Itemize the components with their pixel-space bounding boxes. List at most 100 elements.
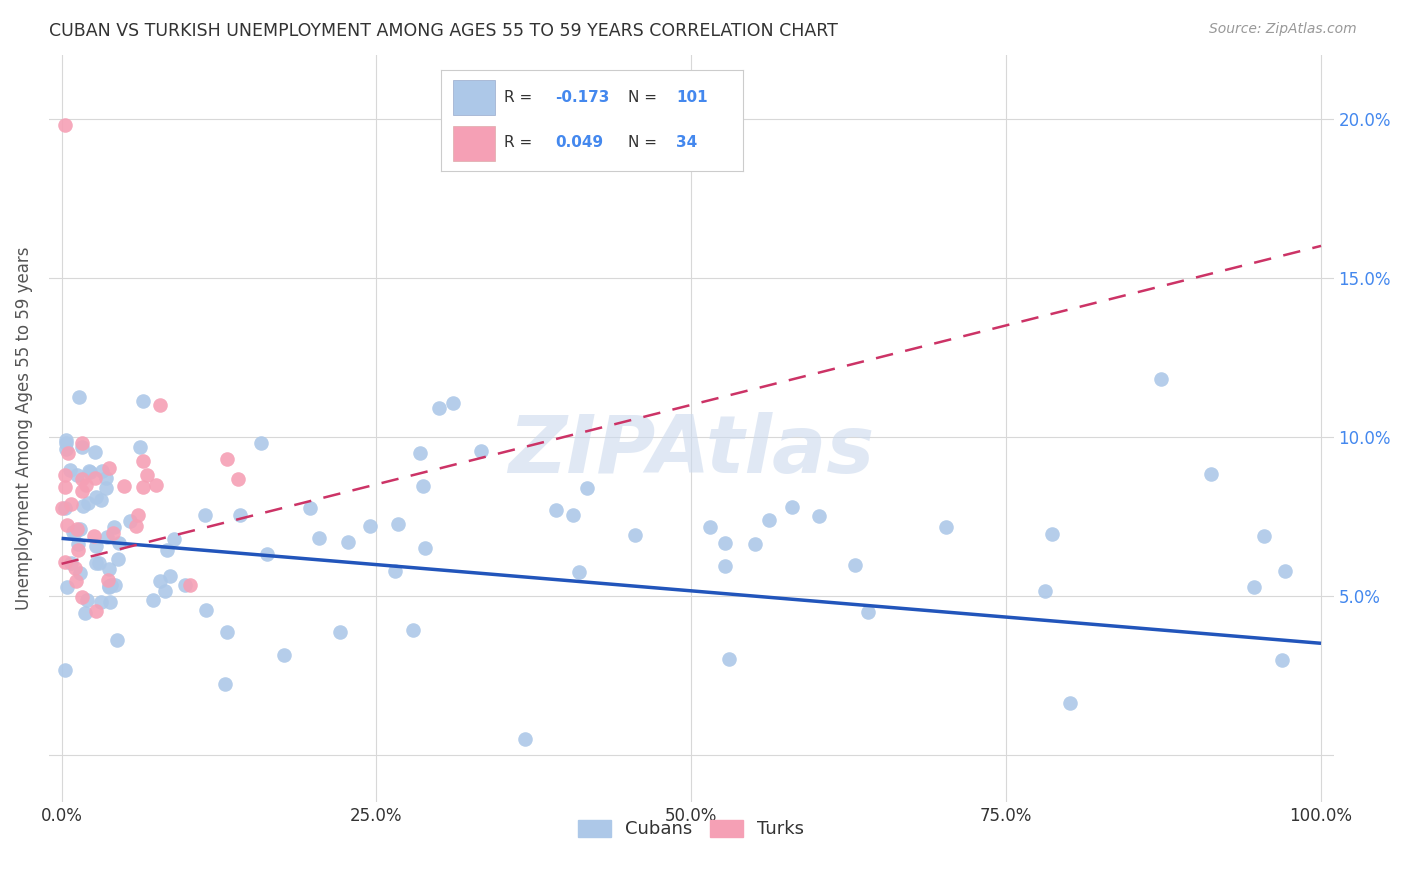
- Point: [1059, 696, 1081, 710]
- Point: [98, 595, 121, 609]
- Point: [56, 580, 79, 594]
- Point: [75, 477, 97, 491]
- Point: [87, 556, 110, 570]
- Point: [226, 472, 249, 486]
- Point: [1274, 564, 1296, 578]
- Point: [108, 535, 131, 549]
- Point: [256, 547, 278, 561]
- Point: [70, 440, 93, 454]
- Point: [1033, 584, 1056, 599]
- Point: [1253, 529, 1275, 543]
- Point: [59, 463, 82, 477]
- Point: [83, 529, 105, 543]
- Point: [250, 435, 273, 450]
- Point: [544, 502, 567, 516]
- Point: [337, 535, 360, 549]
- Point: [84, 539, 107, 553]
- Point: [387, 516, 409, 531]
- Point: [97, 461, 120, 475]
- Point: [273, 648, 295, 662]
- Point: [1040, 527, 1063, 541]
- Point: [53, 480, 76, 494]
- Point: [53, 468, 76, 483]
- Point: [308, 531, 330, 545]
- Point: [1243, 581, 1265, 595]
- Point: [60, 556, 83, 570]
- Point: [229, 508, 252, 522]
- Point: [77, 464, 100, 478]
- Point: [63, 524, 86, 539]
- Point: [359, 519, 381, 533]
- Point: [97, 579, 120, 593]
- Text: CUBAN VS TURKISH UNEMPLOYMENT AMONG AGES 55 TO 59 YEARS CORRELATION CHART: CUBAN VS TURKISH UNEMPLOYMENT AMONG AGES…: [49, 22, 838, 40]
- Point: [1201, 467, 1223, 481]
- Point: [131, 480, 153, 494]
- Point: [194, 508, 217, 522]
- Point: [56, 446, 79, 460]
- Point: [53, 500, 76, 515]
- Point: [107, 551, 129, 566]
- Point: [470, 444, 492, 458]
- Point: [105, 633, 128, 648]
- Text: Source: ZipAtlas.com: Source: ZipAtlas.com: [1209, 22, 1357, 37]
- Point: [66, 543, 89, 558]
- Point: [53, 663, 76, 677]
- Point: [96, 530, 118, 544]
- Point: [717, 652, 740, 666]
- Point: [1150, 371, 1173, 385]
- Point: [145, 477, 167, 491]
- Text: ZIPAtlas: ZIPAtlas: [508, 412, 875, 490]
- Point: [94, 481, 117, 495]
- Point: [807, 509, 830, 524]
- Point: [97, 580, 120, 594]
- Point: [72, 499, 94, 513]
- Point: [215, 452, 238, 467]
- Point: [129, 440, 152, 454]
- Point: [103, 520, 125, 534]
- Point: [935, 520, 957, 534]
- Point: [53, 555, 76, 569]
- Point: [214, 677, 236, 691]
- Point: [55, 436, 77, 450]
- Point: [83, 445, 105, 459]
- Y-axis label: Unemployment Among Ages 55 to 59 years: Unemployment Among Ages 55 to 59 years: [15, 247, 32, 610]
- Point: [132, 454, 155, 468]
- Point: [412, 479, 434, 493]
- Point: [1271, 653, 1294, 667]
- Point: [155, 583, 177, 598]
- Point: [142, 593, 165, 607]
- Point: [217, 624, 239, 639]
- Point: [329, 625, 352, 640]
- Point: [575, 482, 598, 496]
- Point: [55, 442, 77, 456]
- Point: [515, 731, 537, 746]
- Point: [79, 465, 101, 479]
- Point: [63, 561, 86, 575]
- Point: [744, 537, 766, 551]
- Point: [125, 519, 148, 533]
- Point: [55, 434, 77, 448]
- Point: [135, 468, 157, 483]
- Point: [427, 401, 450, 416]
- Point: [156, 542, 179, 557]
- Point: [69, 522, 91, 536]
- Point: [73, 607, 96, 621]
- Point: [758, 513, 780, 527]
- Point: [714, 536, 737, 550]
- Point: [66, 522, 89, 536]
- Point: [567, 565, 589, 579]
- Point: [159, 568, 181, 582]
- Point: [112, 479, 135, 493]
- Point: [384, 564, 406, 578]
- Point: [66, 467, 89, 482]
- Point: [194, 603, 217, 617]
- Point: [84, 556, 107, 570]
- Point: [70, 436, 93, 450]
- Point: [402, 623, 425, 637]
- Point: [98, 561, 121, 575]
- Point: [51, 500, 73, 515]
- Point: [72, 590, 94, 604]
- Point: [100, 578, 122, 592]
- Point: [62, 525, 84, 540]
- Point: [77, 496, 100, 510]
